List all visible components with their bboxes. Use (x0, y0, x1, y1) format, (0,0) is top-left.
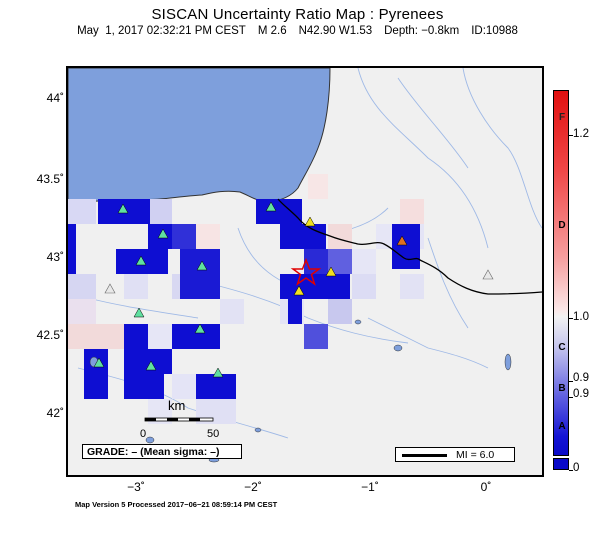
legend-tick (569, 381, 573, 382)
station-triangle-icon[interactable] (157, 228, 169, 239)
grade-box: GRADE: – (Mean sigma: –) (82, 444, 242, 459)
station-triangle-icon[interactable] (133, 307, 145, 318)
color-scale-gradient (553, 90, 569, 456)
station-triangle-icon[interactable] (212, 367, 224, 378)
event-location: N42.90 W1.53 (298, 25, 373, 37)
legend-tick (569, 397, 573, 398)
lon-label: −3˚ (127, 480, 145, 494)
event-info: May 1, 2017 02:32:21 PM CEST M 2.6 N42.90 … (0, 25, 595, 37)
km-scale-bar (144, 417, 214, 422)
stations (93, 201, 494, 378)
station-triangle-icon[interactable] (304, 216, 316, 227)
grade-letter-a: A (558, 421, 566, 432)
footer-processed: Map Version 5 Processed 2017−06−21 08:59… (75, 500, 278, 509)
scale-min: 0 (140, 428, 147, 440)
lon-label: −2˚ (244, 480, 262, 494)
event-date: May 1, 2017 02:32:21 PM CEST (77, 25, 246, 37)
grade-letter-b: B (558, 383, 566, 394)
map-svg (68, 68, 542, 475)
station-triangle-icon[interactable] (265, 201, 277, 212)
station-triangle-icon[interactable] (482, 269, 494, 280)
station-triangle-icon[interactable] (196, 260, 208, 271)
scale-unit: km (168, 398, 186, 413)
legend-tick-label: 1.0 (573, 311, 589, 323)
lat-label: 42˚ (46, 406, 64, 420)
epicenter-star-icon[interactable] (290, 257, 322, 286)
legend-tick (569, 470, 573, 471)
lon-label: −1˚ (361, 480, 379, 494)
grade-letter-c: C (558, 342, 566, 353)
border-line (277, 198, 542, 295)
color-scale (553, 90, 569, 470)
station-triangle-icon[interactable] (117, 203, 129, 214)
scale-max: 50 (207, 428, 220, 440)
legend-tick-label: 0 (573, 462, 580, 474)
mi-label: MI = 6.0 (456, 449, 495, 461)
mi-box: MI = 6.0 (395, 447, 515, 462)
color-scale-base (553, 458, 569, 470)
event-depth: Depth: −0.8km (384, 25, 460, 37)
station-triangle-icon[interactable] (135, 255, 147, 266)
event-magnitude: M 2.6 (257, 25, 287, 37)
map-title: SISCAN Uncertainty Ratio Map : Pyrenees (151, 6, 444, 23)
station-triangle-icon[interactable] (93, 357, 105, 368)
uncertainty-cells-dark (68, 199, 420, 399)
mi-bar (402, 454, 447, 457)
station-triangle-icon[interactable] (194, 323, 206, 334)
lon-label: 0˚ (480, 480, 492, 494)
sea-area (68, 68, 331, 203)
legend-tick (569, 135, 573, 136)
station-triangle-icon[interactable] (325, 266, 337, 277)
lat-label: 43˚ (46, 250, 64, 264)
legend-tick-label: 0.9 (573, 388, 589, 400)
lat-label: 44˚ (46, 91, 64, 105)
legend-tick (569, 318, 573, 319)
station-triangle-icon[interactable] (396, 235, 408, 246)
event-id: ID:10988 (471, 25, 518, 37)
map-canvas[interactable] (68, 68, 542, 475)
lat-label: 42.5˚ (36, 328, 64, 342)
station-triangle-icon[interactable] (145, 360, 157, 371)
grade-letter-f: F (558, 112, 566, 123)
legend-tick-label: 0.9 (573, 372, 589, 384)
station-triangle-icon[interactable] (293, 285, 305, 296)
lat-label: 43.5˚ (36, 172, 64, 186)
grade-letter-d: D (558, 220, 566, 231)
legend-tick-label: 1.2 (573, 128, 589, 140)
station-triangle-icon[interactable] (104, 283, 116, 294)
